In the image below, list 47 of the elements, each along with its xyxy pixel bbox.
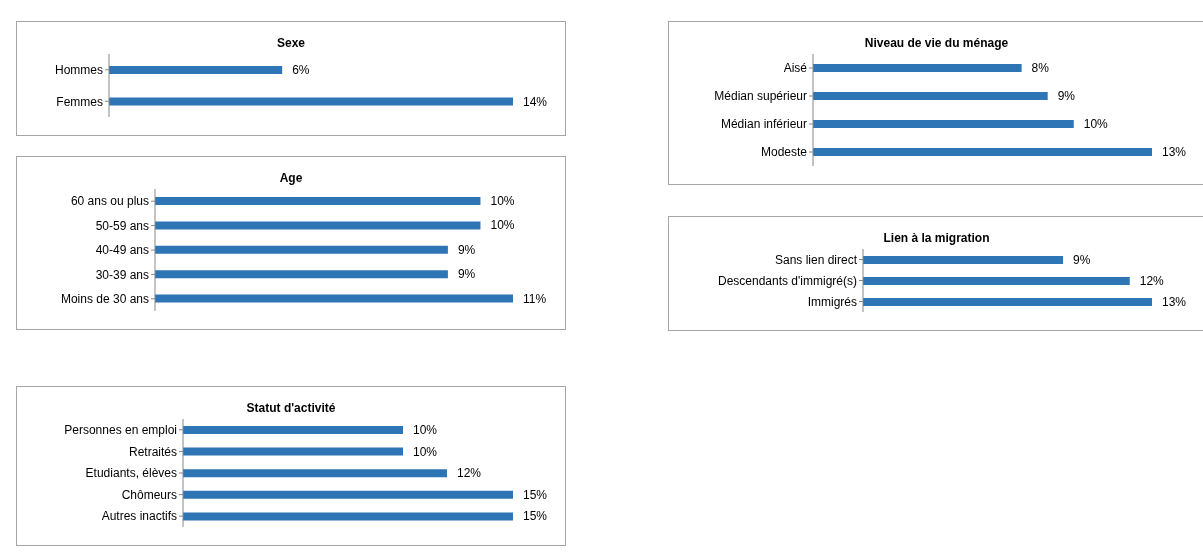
data-label: 14%	[523, 94, 548, 109]
y-tick-label: Immigrés	[807, 294, 857, 309]
data-label: 13%	[1162, 295, 1187, 309]
y-tick-label: Chômeurs	[121, 487, 177, 502]
data-label: 12%	[457, 466, 482, 481]
data-label: 9%	[457, 267, 476, 282]
data-label: 8%	[1031, 61, 1050, 75]
y-tick-label: Etudiants, élèves	[85, 466, 177, 481]
data-label: 10%	[413, 423, 438, 437]
data-label: 13%	[1162, 145, 1187, 159]
y-tick-label: Personnes en emploi	[64, 423, 177, 438]
bar	[813, 64, 1022, 72]
y-tick-label: Autres inactifs	[101, 509, 177, 524]
data-label: 15%	[523, 509, 548, 524]
y-tick-label: Modeste	[760, 145, 808, 160]
data-label: 9%	[1073, 253, 1091, 267]
y-tick-label: Médian inférieur	[720, 117, 807, 132]
y-tick-label: Descendants d'immigré(s)	[717, 273, 857, 288]
y-tick-label: Sans lien direct	[774, 252, 858, 267]
y-tick-label: 50-59 ans	[95, 218, 149, 233]
chart-title: Sexe	[276, 36, 306, 50]
y-tick-label: Hommes	[54, 63, 103, 78]
chart-title: Age	[278, 171, 304, 185]
data-label: 9%	[457, 242, 476, 257]
data-label: 10%	[490, 218, 515, 233]
data-label: 10%	[490, 194, 515, 208]
y-tick-label: Femmes	[56, 94, 103, 109]
y-tick-label: 60 ans ou plus	[70, 194, 149, 209]
data-label: 15%	[523, 487, 548, 502]
bar	[813, 92, 1048, 100]
data-label: 10%	[413, 444, 438, 459]
data-label: 10%	[1083, 117, 1109, 131]
data-label: 11%	[523, 291, 547, 306]
y-tick-label: 40-49 ans	[95, 243, 149, 258]
bar	[813, 120, 1074, 128]
chart-title: Lien à la migration	[882, 231, 991, 245]
y-tick-label: Moins de 30 ans	[60, 292, 149, 307]
data-label: 9%	[1057, 89, 1076, 103]
y-tick-label: 30-39 ans	[95, 267, 149, 282]
chart-title: Niveau de vie du ménage	[863, 36, 1010, 50]
chart-title: Statut d'activité	[245, 401, 337, 415]
data-label: 12%	[1139, 274, 1165, 288]
bar	[813, 148, 1152, 156]
y-tick-label: Médian supérieur	[714, 89, 807, 104]
y-tick-label: Aisé	[783, 61, 808, 76]
y-tick-label: Retraités	[128, 444, 177, 459]
data-label: 6%	[292, 63, 310, 77]
